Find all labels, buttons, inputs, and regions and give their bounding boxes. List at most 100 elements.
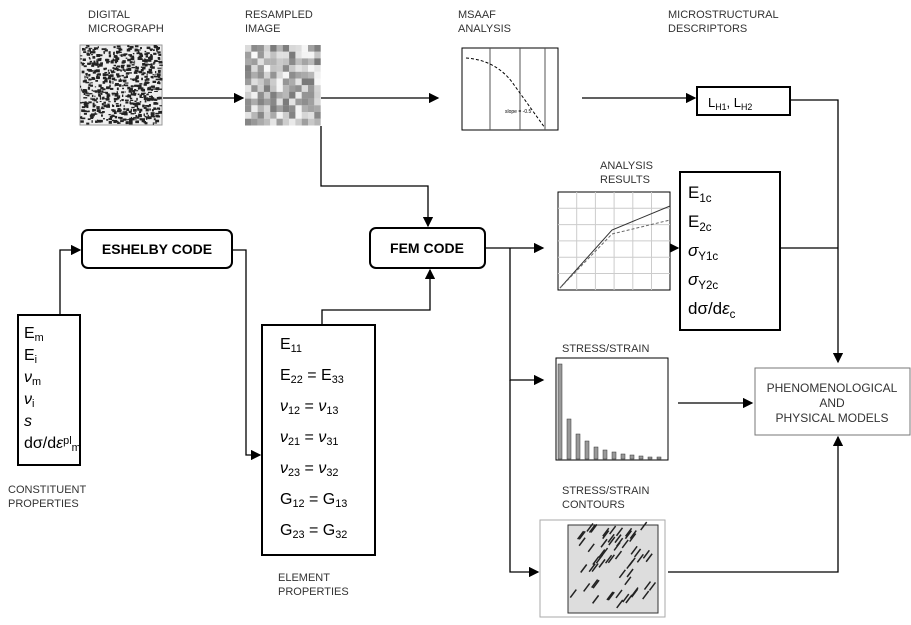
pixel [295, 112, 301, 119]
pixel [289, 105, 295, 112]
speck [108, 72, 110, 74]
pixel [283, 52, 289, 59]
speck [159, 108, 160, 110]
speck [92, 95, 93, 97]
pixel [251, 105, 257, 112]
pixel [258, 72, 264, 79]
pixel [308, 85, 314, 92]
pixel [289, 112, 295, 119]
speck [149, 86, 150, 88]
pixel [314, 52, 320, 59]
plot-frame [462, 48, 558, 130]
speck [147, 99, 151, 100]
pixel [245, 85, 251, 92]
speck [144, 83, 147, 85]
statistics-plot [556, 358, 668, 460]
speck [146, 55, 148, 57]
pixel [258, 52, 264, 59]
pixel [277, 99, 283, 106]
speck [91, 120, 92, 123]
speck [123, 108, 125, 110]
speck [114, 111, 117, 114]
speck [131, 67, 135, 68]
speck [88, 87, 90, 90]
speck [117, 87, 119, 90]
speck [90, 61, 92, 62]
speck [115, 116, 117, 118]
speck [96, 101, 98, 102]
speck [84, 93, 86, 95]
pixel [251, 85, 257, 92]
speck [124, 84, 125, 86]
speck [144, 116, 146, 117]
speck [122, 88, 124, 89]
speck [137, 117, 139, 118]
speck [103, 92, 106, 93]
speck [83, 89, 86, 91]
speck [118, 109, 121, 111]
pixel [277, 72, 283, 79]
speck [96, 59, 97, 60]
micrograph-image [80, 45, 163, 125]
speck [146, 94, 147, 95]
pixel [289, 45, 295, 52]
speck [137, 67, 139, 70]
text-part: E [24, 347, 35, 364]
speck [159, 89, 162, 90]
speck [116, 105, 119, 107]
speck [126, 108, 129, 111]
speck [134, 85, 136, 86]
pixel [251, 72, 257, 79]
speck [130, 61, 133, 63]
speck [84, 65, 87, 67]
speck [109, 80, 111, 83]
speck [146, 117, 147, 119]
speck [134, 78, 137, 81]
speck [94, 71, 96, 73]
speck [95, 63, 99, 66]
speck [113, 70, 114, 71]
speck [108, 70, 109, 72]
speck [127, 59, 131, 61]
section-label: MICROGRAPH [88, 23, 164, 35]
pixel [308, 105, 314, 112]
speck [151, 66, 155, 68]
speck [87, 50, 90, 52]
text-part: 31 [326, 436, 338, 448]
hist-bar [567, 419, 571, 459]
plot-frame [556, 358, 668, 460]
property-line: s [24, 413, 32, 430]
pixel [314, 99, 320, 106]
contour-image [540, 520, 665, 617]
speck [111, 60, 114, 63]
speck [111, 71, 115, 72]
text-part: = G [305, 522, 336, 539]
speck [126, 72, 129, 74]
speck [83, 58, 86, 61]
speck [139, 111, 141, 113]
speck [105, 59, 108, 61]
speck [152, 109, 154, 111]
speck [100, 97, 101, 99]
pixel [264, 45, 270, 52]
results-plot [558, 192, 670, 290]
speck [89, 74, 91, 76]
speck [82, 63, 84, 66]
text-part: E [688, 183, 699, 202]
speck [80, 58, 81, 60]
pixel [295, 99, 301, 106]
speck [136, 75, 139, 78]
speck [130, 100, 133, 101]
pixel [314, 58, 320, 65]
speck [109, 121, 112, 124]
speck [95, 80, 98, 82]
speck [141, 78, 143, 80]
speck [155, 120, 159, 123]
speck [129, 101, 130, 104]
pixel [277, 92, 283, 99]
pixel [258, 79, 264, 86]
speck [120, 100, 121, 101]
speck [159, 65, 163, 66]
text-part: Y2c [698, 280, 718, 292]
speck [141, 93, 145, 95]
